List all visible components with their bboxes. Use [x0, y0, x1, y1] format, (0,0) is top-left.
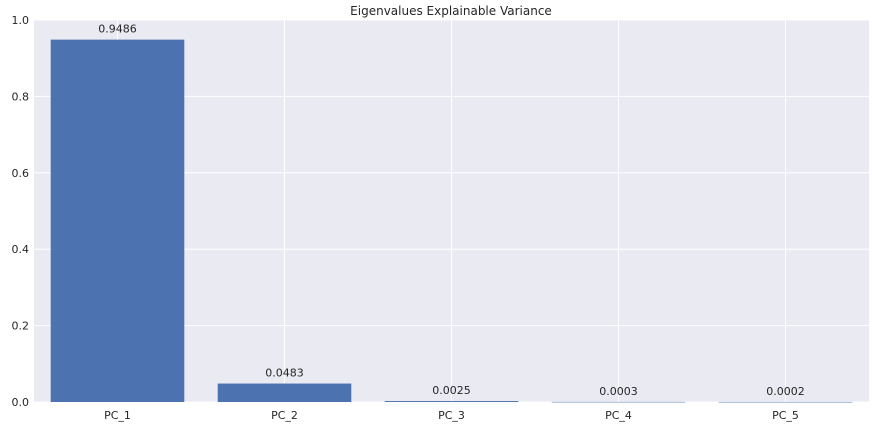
y-tick-label: 0.4 — [12, 243, 30, 256]
y-tick-label: 0.0 — [12, 396, 30, 409]
bar-pc-5 — [718, 401, 853, 403]
bar-value-label: 0.0002 — [766, 385, 805, 398]
value-labels: 0.9486 0.0483 0.0025 0.0003 0.0002 — [98, 23, 805, 398]
bar-pc-1 — [50, 39, 185, 403]
y-tick-label: 1.0 — [12, 14, 30, 27]
y-tick-label: 0.2 — [12, 320, 30, 333]
x-axis-ticks: PC_1 PC_2 PC_3 PC_4 PC_5 — [104, 409, 799, 422]
y-axis-ticks: 0.0 0.2 0.4 0.6 0.8 1.0 — [12, 14, 30, 409]
x-tick-label: PC_3 — [438, 409, 465, 422]
y-tick-label: 0.6 — [12, 167, 30, 180]
y-tick-label: 0.8 — [12, 90, 30, 103]
bars — [50, 39, 853, 403]
chart-title: Eigenvalues Explainable Variance — [350, 4, 552, 18]
bar-pc-3 — [384, 401, 519, 402]
bar-value-label: 0.0025 — [432, 384, 471, 397]
bar-value-label: 0.0003 — [599, 385, 638, 398]
bar-value-label: 0.9486 — [98, 23, 137, 36]
bar-value-label: 0.0483 — [265, 367, 304, 380]
x-tick-label: PC_2 — [271, 409, 298, 422]
x-tick-label: PC_1 — [104, 409, 131, 422]
x-tick-label: PC_4 — [605, 409, 632, 422]
x-tick-label: PC_5 — [772, 409, 799, 422]
bar-pc-2 — [217, 383, 352, 402]
bar-pc-4 — [551, 401, 686, 403]
